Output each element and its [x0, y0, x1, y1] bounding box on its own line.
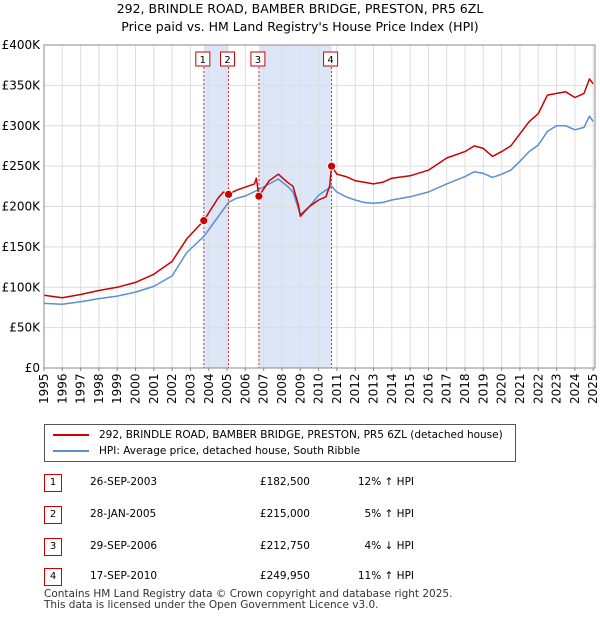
y-tick-label: £400K — [2, 38, 42, 52]
sale-hpi-diff: 11% ↑ HPI — [357, 570, 414, 582]
title-line-2: Price paid vs. HM Land Registry's House … — [121, 19, 479, 34]
sale-label-box — [195, 51, 211, 67]
x-tick-label: 2007 — [257, 373, 271, 404]
x-tick-label: 2005 — [220, 373, 234, 404]
legend-label-hpi: HPI: Average price, detached house, Sout… — [99, 445, 361, 457]
sale-point — [254, 191, 264, 201]
sale-hpi-diff: 4% ↓ HPI — [364, 540, 414, 552]
x-tick-label: 2018 — [458, 373, 472, 404]
x-tick-label: 2008 — [275, 373, 289, 404]
sale-date: 26-SEP-2003 — [90, 476, 158, 488]
sale-date: 17-SEP-2010 — [90, 570, 158, 582]
x-tick-label: 2017 — [440, 373, 454, 404]
x-tick-label: 2020 — [495, 373, 509, 404]
x-tick-label: 2022 — [531, 373, 545, 404]
x-tick-label: 2014 — [385, 373, 399, 404]
y-tick-label: £350K — [2, 78, 42, 92]
sale-label-number: 3 — [255, 55, 261, 66]
legend-item-property: 292, BRINDLE ROAD, BAMBER BRIDGE, PRESTO… — [53, 427, 503, 443]
sale-label-number: 2 — [224, 55, 230, 66]
sale-price: £212,750 — [259, 540, 310, 552]
chart-title: 292, BRINDLE ROAD, BAMBER BRIDGE, PRESTO… — [0, 0, 600, 36]
sale-date: 29-SEP-2006 — [90, 540, 158, 552]
x-tick-label: 2003 — [183, 373, 197, 404]
x-tick-label: 2001 — [147, 373, 161, 404]
sale-number-badge: 3 — [44, 538, 62, 556]
x-tick-label: 1995 — [37, 373, 51, 404]
sale-number-badge: 1 — [44, 474, 62, 492]
sale-point — [199, 216, 209, 226]
x-tick-label: 1998 — [92, 373, 106, 404]
sale-label-box — [220, 51, 236, 67]
x-tick-label: 2023 — [550, 373, 564, 404]
x-tick-label: 2011 — [330, 373, 344, 404]
x-tick-label: 2012 — [348, 373, 362, 404]
price-chart: 1 2 3 4 £0 £50K £100K £150K £200K £250K £300K £350… — [2, 38, 600, 404]
sale-label-box — [250, 51, 266, 67]
legend-item-hpi: HPI: Average price, detached house, Sout… — [53, 443, 360, 459]
footer: Contains HM Land Registry data © Crown c… — [44, 589, 452, 611]
sale-date: 28-JAN-2005 — [90, 508, 157, 520]
legend-label-property: 292, BRINDLE ROAD, BAMBER BRIDGE, PRESTO… — [99, 429, 503, 441]
x-tick-label: 2019 — [476, 373, 490, 404]
x-tick-label: 1997 — [74, 373, 88, 404]
sale-row: 1 26-SEP-2003 £182,500 12% ↑ HPI — [44, 474, 464, 492]
sale-point — [224, 189, 233, 199]
sale-price: £249,950 — [259, 570, 310, 582]
sale-point — [327, 161, 336, 171]
sale-label-number: 4 — [327, 55, 333, 66]
x-tick-label: 1996 — [55, 373, 69, 404]
x-tick-label: 1999 — [110, 373, 124, 404]
x-tick-label: 2013 — [367, 373, 381, 404]
plot-frame — [43, 44, 596, 369]
x-tick-label: 2004 — [202, 373, 216, 404]
sale-row: 2 28-JAN-2005 £215,000 5% ↑ HPI — [44, 506, 464, 524]
y-tick-label: £100K — [2, 280, 42, 294]
x-tick-label: 2015 — [403, 373, 417, 404]
sale-hpi-diff: 5% ↑ HPI — [364, 508, 414, 520]
sale-label-box — [323, 51, 339, 67]
x-tick-label: 2002 — [165, 373, 179, 404]
y-tick-label: £250K — [2, 159, 42, 173]
x-tick-label: 2024 — [568, 373, 582, 404]
sale-price: £215,000 — [259, 508, 310, 520]
title-line-1: 292, BRINDLE ROAD, BAMBER BRIDGE, PRESTO… — [116, 1, 484, 16]
sale-number-badge: 4 — [44, 568, 62, 586]
footer-licence: This data is licensed under the Open Gov… — [44, 599, 379, 611]
x-tick-label: 2000 — [129, 373, 143, 404]
y-tick-label: £50K — [9, 321, 41, 335]
y-tick-label: £200K — [2, 200, 42, 214]
sale-hpi-diff: 12% ↑ HPI — [357, 476, 414, 488]
x-tick-label: 2016 — [421, 373, 435, 404]
x-tick-label: 2021 — [513, 373, 527, 404]
sale-price: £182,500 — [259, 476, 310, 488]
series-line-hpi — [43, 115, 594, 305]
sale-row: 4 17-SEP-2010 £249,950 11% ↑ HPI — [44, 568, 464, 586]
x-tick-label: 2025 — [586, 373, 600, 404]
y-tick-label: £0 — [25, 361, 40, 375]
sale-number-badge: 2 — [44, 506, 62, 524]
sale-label-number: 1 — [200, 55, 206, 66]
legend-swatch-property — [53, 434, 89, 436]
chart-legend: 292, BRINDLE ROAD, BAMBER BRIDGE, PRESTO… — [44, 424, 516, 462]
y-tick-label: £300K — [2, 119, 42, 133]
sale-row: 3 29-SEP-2006 £212,750 4% ↓ HPI — [44, 538, 464, 556]
y-tick-label: £150K — [2, 240, 42, 254]
x-tick-label: 2010 — [312, 373, 326, 404]
x-tick-label: 2006 — [238, 373, 252, 404]
legend-swatch-hpi — [53, 450, 89, 452]
footer-copyright: Contains HM Land Registry data © Crown c… — [44, 588, 453, 600]
x-tick-label: 2009 — [293, 373, 307, 404]
